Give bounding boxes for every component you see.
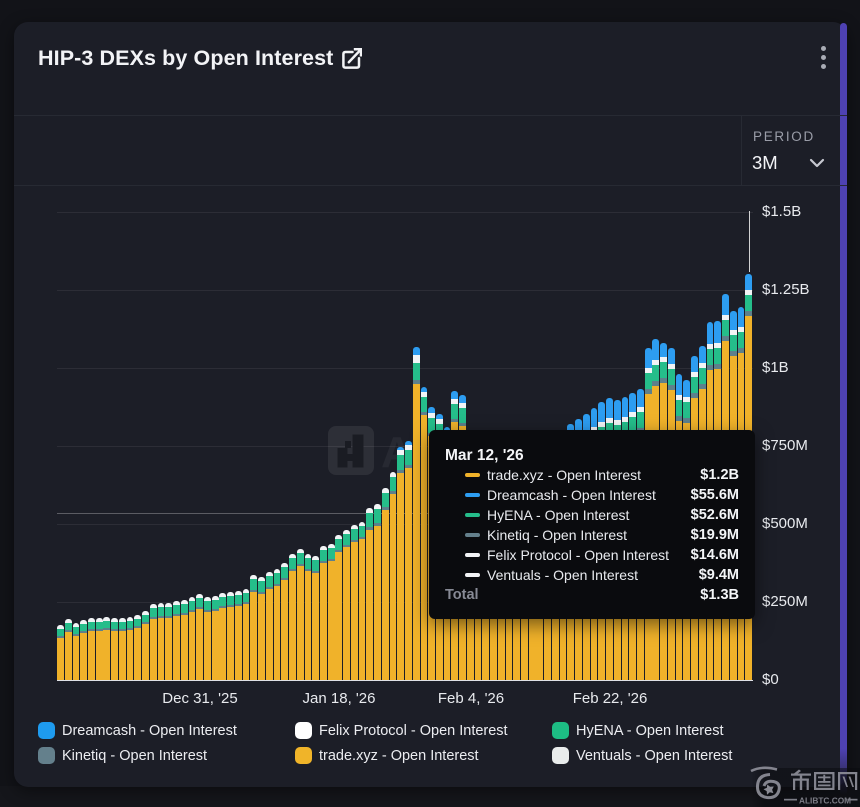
- svg-text:ALIBTC.COM: ALIBTC.COM: [799, 796, 851, 806]
